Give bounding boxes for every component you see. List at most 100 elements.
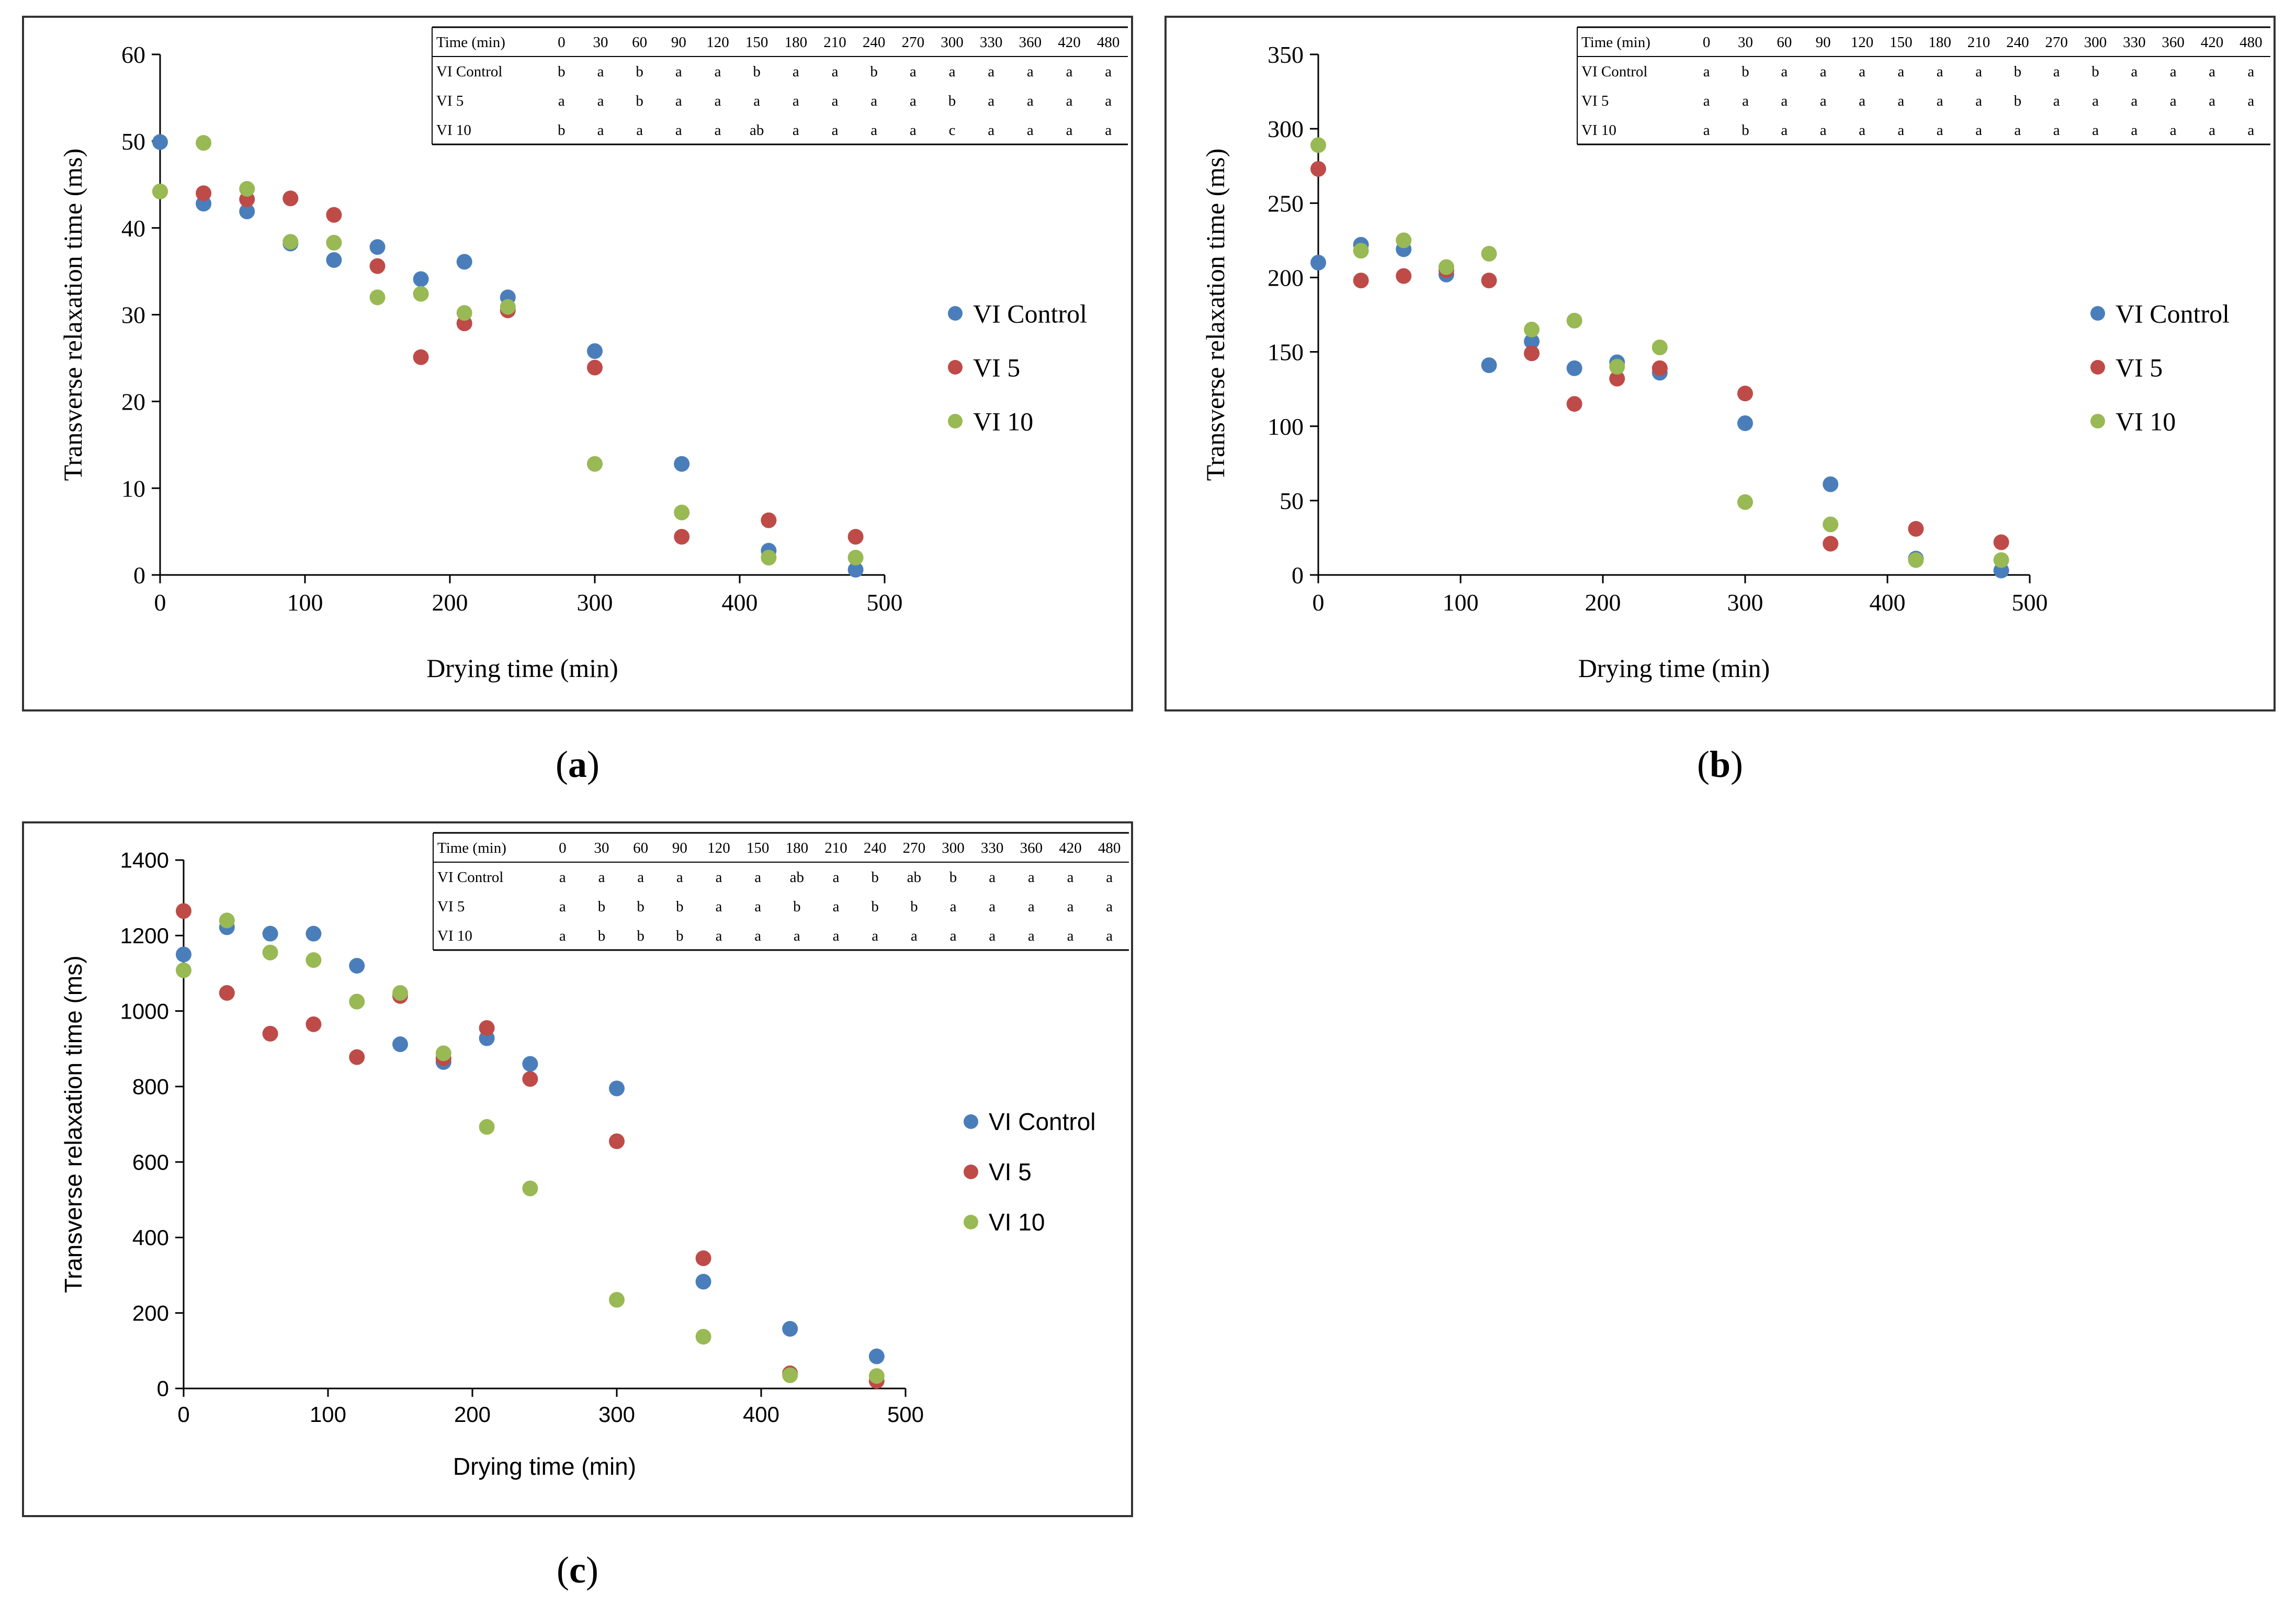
table-cell: a [1897, 122, 1904, 139]
table-cell: b [871, 898, 879, 915]
table-cell: a [1106, 928, 1113, 944]
data-point [349, 958, 365, 974]
data-point [1566, 312, 1582, 329]
significance-table: Time (min) 0 30 60 90 120 150 180 210 240 270 300 33… [432, 26, 1128, 145]
chart-panel-a: 0 10 20 30 40 50 60 0 100 200 300 400 500 Drying time… [22, 16, 1133, 711]
y-tick-label: 50 [1280, 488, 1304, 514]
legend: VI Control VI 5 VI 10 [964, 1108, 1096, 1236]
data-point [1609, 370, 1625, 387]
table-cell: a [1067, 928, 1074, 944]
table-cell: VI 5 [437, 898, 465, 915]
table-cell: b [598, 898, 606, 915]
data-point [761, 549, 777, 566]
data-point [326, 234, 342, 251]
y-tick-label: 50 [121, 128, 145, 155]
data-point [674, 456, 690, 472]
data-point [369, 239, 386, 255]
series-vi-control [152, 134, 864, 578]
table-cell: a [637, 869, 644, 886]
table-cell: b [558, 122, 565, 139]
legend-label: VI Control [2116, 299, 2230, 329]
table-cell: a [675, 93, 682, 109]
table-cell: a [794, 928, 800, 944]
x-tick-label: 100 [310, 1402, 346, 1427]
series-vi-10 [1310, 137, 2009, 568]
series-vi-control [1310, 236, 2009, 579]
table-cell: a [715, 122, 721, 139]
table-header-cell: 480 [2240, 34, 2263, 51]
table-cell: a [950, 898, 957, 915]
x-tick-label: 400 [1870, 589, 1906, 616]
data-point [695, 1329, 711, 1345]
table-header-cell: 90 [672, 840, 687, 856]
table-cell: a [1820, 93, 1827, 109]
y-tick-label: 200 [1268, 265, 1304, 291]
x-tick-label: 200 [454, 1402, 491, 1427]
x-tick-label: 100 [1443, 589, 1479, 616]
legend-label: VI 10 [989, 1208, 1045, 1236]
data-point [349, 993, 365, 1010]
table-cell: a [2131, 93, 2137, 109]
legend-marker [948, 360, 963, 375]
legend-label: VI 10 [2116, 407, 2176, 436]
table-cell: VI Control [1581, 63, 1647, 80]
table-cell: b [948, 93, 956, 109]
table-cell: a [2247, 63, 2254, 80]
chart-panel-b: 0 50 100 150 200 250 300 350 0 100 200 300 400 500 Dry… [1164, 16, 2276, 711]
table-cell: a [1027, 63, 1034, 80]
data-point [1652, 340, 1668, 356]
data-point [1396, 232, 1412, 248]
legend-marker [964, 1165, 978, 1179]
table-cell: a [559, 898, 566, 915]
table-header-cell: 60 [632, 34, 647, 51]
chart-panel-c: 0 200 400 600 800 1000 1200 1400 0 100 200 300 400 50… [22, 821, 1133, 1517]
table-cell: b [676, 898, 684, 915]
data-point [1310, 255, 1326, 270]
table-header-cell: Time (min) [437, 840, 506, 856]
data-point [369, 258, 386, 274]
table-header-cell: 270 [902, 34, 925, 51]
legend-label: VI 5 [989, 1158, 1032, 1185]
data-point [609, 1292, 625, 1308]
y-axis-label: Transverse relaxation time (ms) [1201, 149, 1230, 481]
data-point [219, 912, 235, 929]
table-cell: a [1975, 122, 1982, 139]
data-point [1737, 415, 1753, 432]
table-cell: a [833, 869, 840, 886]
table-header-cell: 210 [824, 840, 847, 856]
table-header-cell: 270 [2045, 34, 2068, 51]
table-cell: b [598, 928, 606, 944]
table-cell: a [598, 869, 605, 886]
x-tick-label: 500 [2012, 589, 2048, 616]
table-cell: a [1897, 63, 1904, 80]
data-point [262, 1025, 278, 1042]
data-point [282, 234, 299, 250]
table-cell: a [1820, 63, 1827, 80]
table-header-cell: 60 [633, 840, 648, 856]
table-cell: a [988, 122, 994, 139]
table-header-cell: Time (min) [1581, 34, 1650, 51]
table-cell: a [1106, 898, 1113, 915]
data-point [176, 903, 191, 919]
table-cell: a [636, 122, 643, 139]
table-header-cell: 330 [980, 34, 1003, 51]
table-cell: a [2131, 63, 2137, 80]
table-header-cell: 120 [707, 840, 730, 856]
series-vi-5 [1310, 161, 2009, 552]
legend-label: VI Control [989, 1108, 1096, 1135]
legend-label: VI Control [973, 299, 1087, 329]
table-header-cell: 300 [942, 840, 965, 856]
table-header-cell: Time (min) [436, 34, 505, 51]
table-cell: a [716, 869, 722, 886]
table-cell: a [832, 63, 839, 80]
data-point [456, 305, 472, 321]
y-tick-label: 300 [1268, 116, 1304, 142]
data-point [392, 985, 408, 1001]
table-header-cell: 90 [1816, 34, 1831, 51]
table-cell: a [950, 928, 957, 944]
table-cell: b [2091, 63, 2099, 80]
data-point [587, 343, 603, 359]
table-cell: a [1028, 928, 1035, 944]
data-point [674, 504, 690, 521]
table-cell: a [676, 869, 683, 886]
